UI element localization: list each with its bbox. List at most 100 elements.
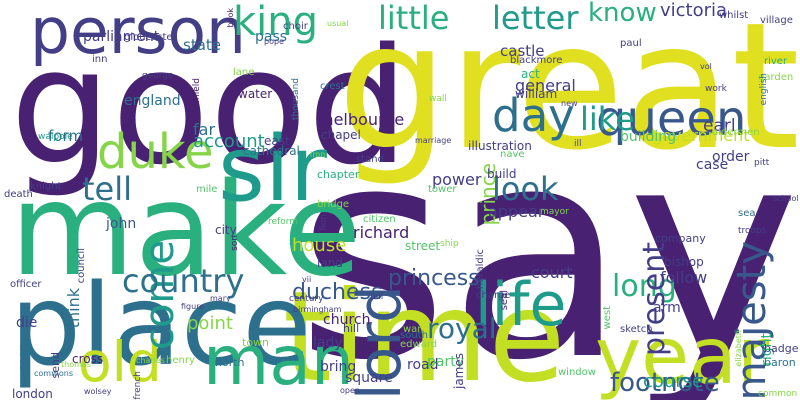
word: bridge (317, 199, 350, 210)
word: building (620, 129, 677, 145)
word: illustration (468, 139, 532, 153)
word: son (230, 235, 240, 251)
word: lion (319, 214, 329, 231)
word: thousand (291, 78, 301, 121)
word: charles (136, 356, 165, 365)
word: william (515, 87, 558, 101)
word: build (487, 167, 517, 181)
word: shield (192, 78, 202, 105)
word: look (492, 170, 559, 208)
word: princess (388, 266, 480, 291)
word: nave (500, 149, 525, 160)
word: die (16, 315, 38, 331)
word: baron (764, 356, 796, 369)
word: crest (320, 81, 345, 92)
word: hill (343, 322, 360, 335)
word: open (340, 386, 360, 395)
word: richard (353, 223, 410, 242)
word: bishop (664, 255, 704, 269)
word: work (705, 84, 727, 94)
word: pitt (754, 158, 770, 168)
word: far (193, 120, 216, 139)
word: wall (429, 94, 447, 104)
word: duchess (292, 280, 383, 305)
word: earl (703, 116, 736, 136)
word: century (289, 294, 324, 304)
word: appear (488, 202, 545, 221)
word: elizabeth (734, 330, 743, 367)
word: wolsey (84, 387, 112, 396)
word: good (10, 13, 409, 200)
word: house (292, 235, 347, 256)
word: book (226, 8, 235, 28)
word: country (122, 262, 245, 300)
word: town (242, 336, 270, 349)
word: commons (34, 369, 74, 378)
word: parliament (83, 29, 160, 45)
word: north (215, 356, 245, 369)
word: vol (700, 62, 712, 71)
word: choir (283, 21, 308, 32)
word: aldermen (712, 127, 760, 138)
word: like (580, 100, 635, 138)
word: mile (196, 184, 218, 195)
word: road (407, 357, 439, 373)
word: mary (210, 294, 231, 303)
word: form (48, 127, 83, 145)
word: tell (82, 170, 133, 208)
word: walpole (38, 132, 73, 142)
word: say (296, 84, 800, 400)
word: common (758, 389, 798, 399)
word: castle (500, 42, 545, 60)
word: melbourne (318, 110, 405, 129)
word: garden (758, 72, 794, 83)
word: street (405, 239, 441, 253)
word: reform (268, 217, 299, 227)
word: school (773, 194, 799, 203)
word: victoria (660, 0, 728, 21)
word: england (124, 93, 181, 109)
word: troops (738, 226, 767, 236)
word: lane (233, 67, 255, 78)
word: royal (427, 312, 497, 345)
word: land (317, 256, 343, 270)
word: gloucester (124, 32, 177, 43)
word: edward (400, 339, 438, 350)
word: day (492, 89, 575, 142)
word: great (337, 0, 800, 189)
word: life (475, 270, 567, 340)
word: war (403, 324, 422, 335)
word: thomas (61, 360, 91, 369)
word: tower (428, 184, 457, 195)
word: church (323, 312, 371, 328)
word: power (432, 170, 482, 189)
word: london (12, 387, 53, 400)
word: course (643, 371, 704, 392)
word: paul (620, 38, 642, 49)
word: ill (574, 139, 582, 149)
word: government (652, 126, 750, 145)
word: heraldic (475, 249, 486, 290)
word: knight (30, 181, 62, 192)
word: make (10, 156, 362, 305)
word: pass (255, 29, 288, 45)
word: french (133, 371, 143, 400)
word: south (400, 330, 428, 341)
word: ship (440, 239, 459, 249)
word: usual (327, 19, 349, 28)
word: george (142, 71, 174, 81)
word: council (76, 248, 87, 284)
word: citizen (363, 214, 396, 225)
word: order (712, 149, 750, 165)
word: act (521, 67, 540, 81)
word: iron (310, 150, 326, 159)
word: figure (181, 302, 205, 311)
word: person (30, 0, 246, 68)
word: footnote (610, 368, 720, 398)
word: city (215, 223, 237, 237)
word: chapter (317, 168, 360, 181)
word: think (64, 288, 83, 329)
word: blackmore (510, 55, 563, 66)
word: birmingham (293, 305, 342, 314)
